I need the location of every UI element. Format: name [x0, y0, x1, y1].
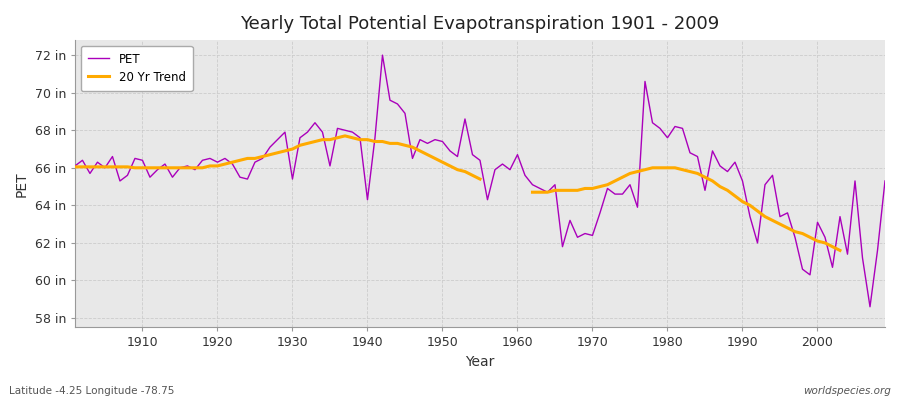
20 Yr Trend [339, 134, 350, 138]
20 Yr Trend [220, 162, 230, 166]
20 Yr Trend [467, 173, 478, 178]
Y-axis label: PET: PET [15, 171, 29, 196]
Line: PET: PET [75, 55, 885, 307]
PET [130, 156, 140, 161]
PET [294, 135, 305, 140]
20 Yr Trend [69, 164, 80, 169]
20 Yr Trend [437, 160, 448, 164]
PET [377, 53, 388, 58]
X-axis label: Year: Year [465, 355, 495, 369]
PET [879, 178, 890, 183]
Title: Yearly Total Potential Evapotranspiration 1901 - 2009: Yearly Total Potential Evapotranspiratio… [240, 15, 720, 33]
20 Yr Trend [145, 166, 156, 170]
Line: 20 Yr Trend: 20 Yr Trend [75, 136, 480, 179]
PET [339, 128, 350, 133]
20 Yr Trend [167, 166, 178, 170]
PET [865, 304, 876, 309]
20 Yr Trend [114, 164, 125, 169]
PET [519, 173, 530, 178]
Text: worldspecies.org: worldspecies.org [803, 386, 891, 396]
PET [512, 152, 523, 157]
PET [69, 164, 80, 168]
Legend: PET, 20 Yr Trend: PET, 20 Yr Trend [81, 46, 193, 91]
20 Yr Trend [474, 177, 485, 182]
Text: Latitude -4.25 Longitude -78.75: Latitude -4.25 Longitude -78.75 [9, 386, 175, 396]
PET [609, 192, 620, 196]
